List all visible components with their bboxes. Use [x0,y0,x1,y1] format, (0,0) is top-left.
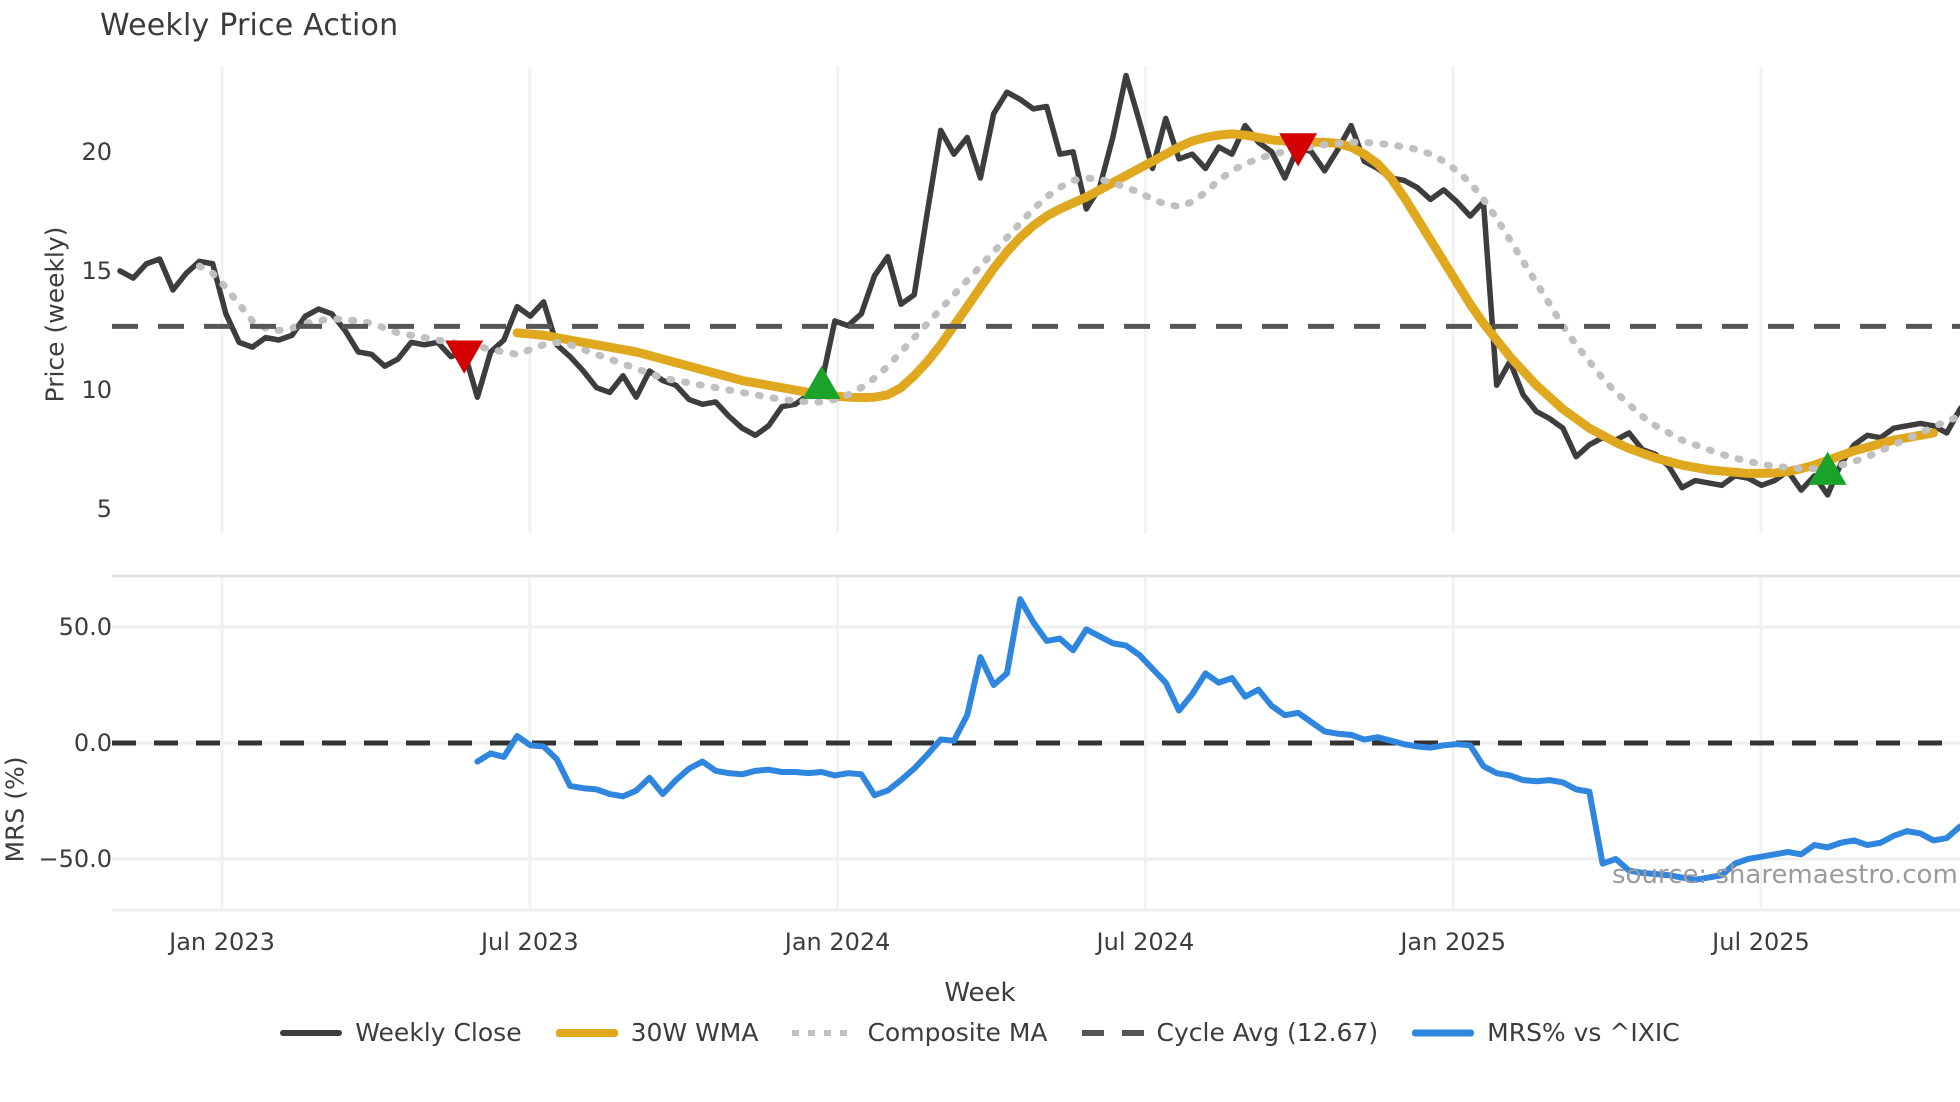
sell-signal-marker[interactable] [445,340,484,374]
x-tick: Jan 2023 [169,928,275,956]
chart-legend: Weekly Close 30W WMA Composite MA Cycle Avg… [0,1018,1960,1047]
legend-swatch-icon [1081,1023,1144,1043]
series-weekly-close [117,72,1960,498]
buy-signal-marker[interactable] [1808,451,1847,485]
legend-label: Composite MA [867,1018,1048,1047]
series-composite-ma [195,138,1960,473]
series-mrs-vs-ixic [474,596,1960,883]
sell-signal-marker[interactable] [1279,133,1318,167]
legend-label: 30W WMA [630,1018,759,1047]
legend-item[interactable]: Weekly Close [280,1018,522,1047]
x-tick: Jul 2023 [480,928,579,956]
series-30w-wma [512,129,1939,478]
price-y-tick: 15 [81,256,112,285]
legend-swatch-icon [555,1023,618,1043]
mrs-y-tick: 0.0 [73,729,112,757]
legend-swatch-icon [280,1023,343,1043]
legend-item[interactable]: 30W WMA [555,1018,759,1047]
legend-swatch-icon [1412,1023,1475,1043]
mrs-panel-series [112,596,1960,883]
x-tick: Jul 2025 [1712,928,1810,956]
x-axis-label: Week [944,978,1016,1008]
x-tick: Jan 2025 [1400,928,1507,956]
legend-label: Cycle Avg (12.67) [1156,1018,1379,1047]
chart-canvas [112,66,1960,912]
legend-swatch-icon [792,1023,855,1043]
legend-item[interactable]: Cycle Avg (12.67) [1081,1018,1379,1047]
legend-label: Weekly Close [355,1018,522,1047]
price-y-tick: 5 [96,495,112,524]
price-y-tick: 10 [81,376,112,405]
signal-markers [445,133,1847,485]
price-y-tick: 20 [81,137,112,166]
price-panel-series [112,72,1960,498]
legend-item[interactable]: MRS% vs ^IXIC [1412,1018,1680,1047]
mrs-y-tick: −50.0 [38,844,112,873]
source-watermark: source: sharemaestro.com [1612,860,1958,890]
mrs-y-tick: 50.0 [58,613,112,642]
legend-item[interactable]: Composite MA [792,1018,1048,1047]
page-title: Weekly Price Action [100,8,399,43]
x-tick: Jan 2024 [784,928,891,956]
buy-signal-marker[interactable] [802,365,841,400]
x-tick: Jul 2024 [1096,928,1195,956]
legend-label: MRS% vs ^IXIC [1487,1018,1680,1047]
